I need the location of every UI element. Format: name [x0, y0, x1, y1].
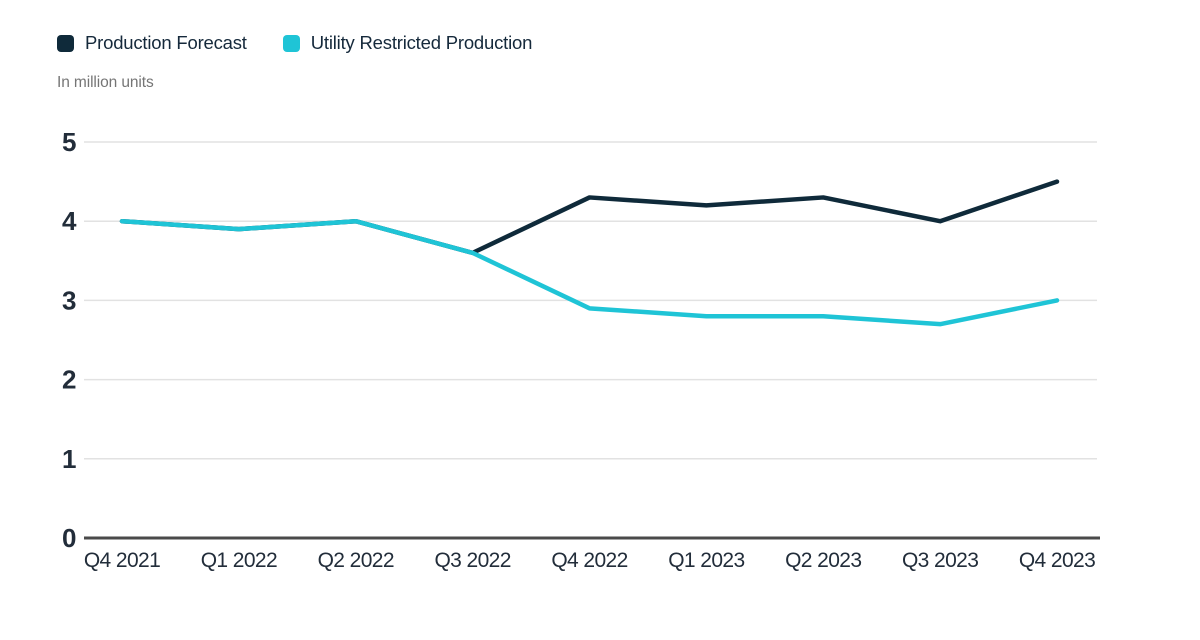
y-tick-label-4: 4 — [62, 206, 77, 236]
legend-swatch-utility-restricted-production — [282, 34, 300, 52]
x-tick-label-q4-2022: Q4 2022 — [551, 549, 627, 572]
y-tick-label-3: 3 — [62, 285, 76, 315]
y-tick-label-2: 2 — [62, 365, 76, 395]
legend-item-utility-restricted-production: Utility Restricted Production — [282, 32, 533, 54]
series-line-production-forecast — [119, 179, 1060, 256]
legend: Production Forecast Utility Restricted P… — [57, 32, 532, 54]
legend-swatch-production-forecast — [57, 34, 74, 52]
y-tick-label-0: 0 — [62, 523, 76, 553]
x-tick-label-q1-2023: Q1 2023 — [668, 549, 744, 572]
x-tick-label-q3-2022: Q3 2022 — [434, 549, 510, 572]
x-tick-label-q3-2023: Q3 2023 — [902, 549, 978, 572]
x-tick-label-q1-2022: Q1 2022 — [201, 549, 277, 572]
x-tick-label-q2-2022: Q2 2022 — [318, 549, 394, 572]
legend-item-production-forecast: Production Forecast — [57, 32, 247, 54]
x-tick-label-q4-2023: Q4 2023 — [1019, 549, 1095, 572]
x-tick-label-q2-2023: Q2 2023 — [785, 549, 861, 572]
legend-label-utility-restricted-production: Utility Restricted Production — [310, 32, 533, 53]
chart-units-subtitle: In million units — [57, 74, 154, 91]
legend-label-production-forecast: Production Forecast — [85, 32, 247, 53]
y-tick-label-5: 5 — [62, 127, 76, 157]
y-tick-label-1: 1 — [62, 444, 76, 474]
series-line-utility-restricted-production — [119, 218, 1060, 327]
x-tick-label-q4-2021: Q4 2021 — [84, 549, 160, 572]
